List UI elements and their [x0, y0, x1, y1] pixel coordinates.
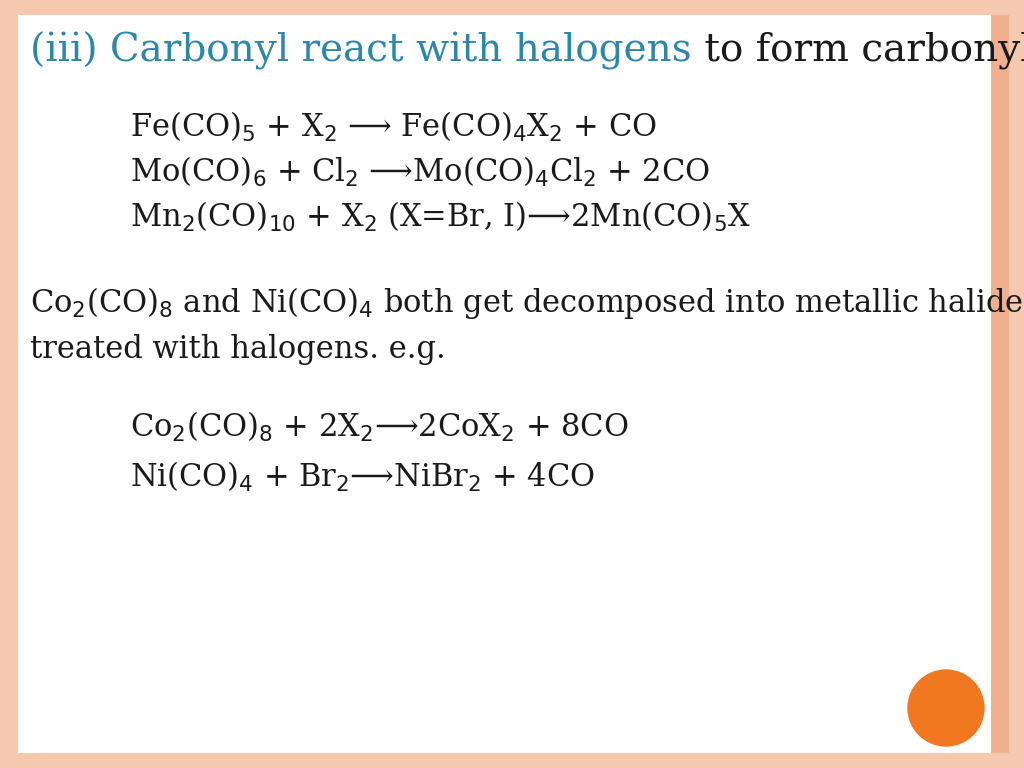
Text: Fe(CO)$_5$ + X$_2$ ⟶ Fe(CO)$_4$X$_2$ + CO: Fe(CO)$_5$ + X$_2$ ⟶ Fe(CO)$_4$X$_2$ + C…	[130, 110, 656, 144]
Circle shape	[908, 670, 984, 746]
Text: Mn$_2$(CO)$_{10}$ + X$_2$ (X=Br, I)⟶2Mn(CO)$_5$X: Mn$_2$(CO)$_{10}$ + X$_2$ (X=Br, I)⟶2Mn(…	[130, 200, 751, 234]
Text: Ni(CO)$_4$ + Br$_2$⟶NiBr$_2$ + 4CO: Ni(CO)$_4$ + Br$_2$⟶NiBr$_2$ + 4CO	[130, 460, 595, 494]
Text: (iii) Carbonyl react with halogens: (iii) Carbonyl react with halogens	[30, 32, 691, 71]
Text: Co$_2$(CO)$_8$ and Ni(CO)$_4$ both get decomposed into metallic halides and CO w: Co$_2$(CO)$_8$ and Ni(CO)$_4$ both get d…	[30, 285, 1024, 366]
Text: Co$_2$(CO)$_8$ + 2X$_2$⟶2CoX$_2$ + 8CO: Co$_2$(CO)$_8$ + 2X$_2$⟶2CoX$_2$ + 8CO	[130, 410, 629, 444]
Text: Mo(CO)$_6$ + Cl$_2$ ⟶Mo(CO)$_4$Cl$_2$ + 2CO: Mo(CO)$_6$ + Cl$_2$ ⟶Mo(CO)$_4$Cl$_2$ + …	[130, 155, 710, 189]
Text: to form carbonyl halides: to form carbonyl halides	[691, 32, 1024, 70]
Bar	[991, 15, 1009, 753]
